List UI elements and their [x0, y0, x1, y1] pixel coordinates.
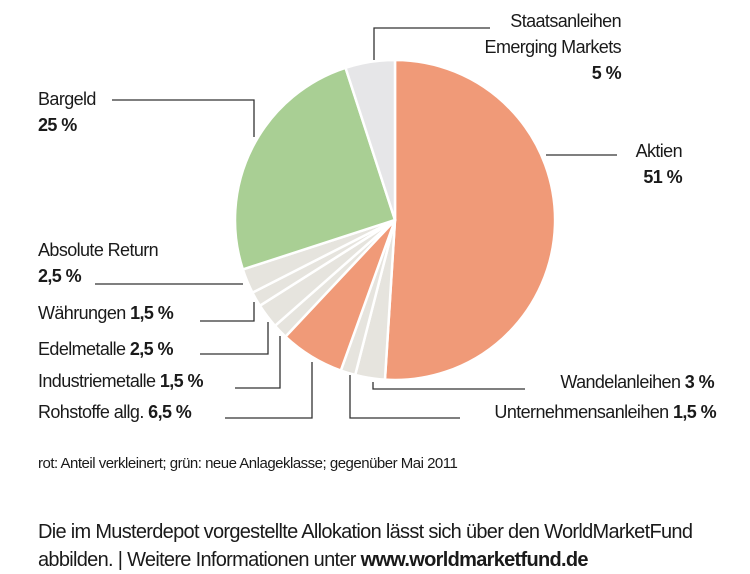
value-bargeld: 25 % — [38, 115, 77, 135]
label-unternehmensanleihen-name: Unternehmensanleihen — [494, 402, 669, 422]
label-waehrungen-name: Währungen — [38, 303, 126, 323]
label-absolute-return: Absolute Return 2,5 % — [38, 237, 159, 289]
chart-note: rot: Anteil verkleinert; grün: neue Anla… — [38, 455, 458, 472]
leader-line-industriemetalle — [235, 336, 281, 389]
label-bargeld: Bargeld 25 % — [38, 86, 96, 138]
pie-slice-staatsanleihen-emerging-markets — [344, 58, 397, 222]
leader-line-wandelanleihen — [372, 382, 525, 390]
leader-line-bargeld — [112, 99, 255, 137]
leader-line-waehrungen — [200, 302, 255, 322]
value-industriemetalle: 1,5 % — [159, 371, 204, 391]
pie-slice-bargeld — [233, 66, 397, 271]
value-rohstoffe: 6,5 % — [148, 402, 192, 422]
footer-line1: Die im Musterdepot vorgestellte Allokati… — [38, 521, 693, 543]
label-staatsanleihen-line2: Emerging Markets — [484, 37, 622, 57]
footer-text: Die im Musterdepot vorgestellte Allokati… — [38, 518, 738, 574]
value-unternehmensanleihen: 1,5 % — [672, 402, 717, 422]
leader-line-edelmetalle — [200, 322, 269, 355]
label-absolute-return-name: Absolute Return — [38, 240, 159, 260]
value-edelmetalle: 2,5 % — [129, 339, 174, 359]
label-staatsanleihen: Staatsanleihen Emerging Markets 5 % — [484, 8, 622, 86]
label-bargeld-name: Bargeld — [38, 89, 96, 109]
leader-line-staatsanleihen — [373, 27, 490, 60]
label-aktien: Aktien 51 % — [635, 138, 683, 190]
label-industriemetalle-name: Industriemetalle — [38, 371, 156, 391]
label-staatsanleihen-line1: Staatsanleihen — [510, 11, 621, 31]
label-edelmetalle: Edelmetalle 2,5 % — [38, 336, 173, 362]
value-absolute-return: 2,5 % — [38, 266, 82, 286]
label-waehrungen: Währungen 1,5 % — [38, 300, 174, 326]
value-aktien: 51 % — [643, 167, 682, 187]
label-wandelanleihen: Wandelanleihen 3 % — [560, 369, 714, 395]
pie-slice-aktien — [383, 58, 557, 382]
value-waehrungen: 1,5 % — [130, 303, 174, 323]
footer-line2: abbilden. | Weitere Informationen unter — [38, 549, 361, 571]
label-unternehmensanleihen: Unternehmensanleihen 1,5 % — [494, 399, 716, 425]
pie-chart — [95, 27, 617, 419]
footer-link[interactable]: www.worldmarketfund.de — [360, 549, 589, 571]
label-wandelanleihen-name: Wandelanleihen — [560, 372, 681, 392]
leader-line-unternehmensanleihen — [349, 375, 460, 419]
label-edelmetalle-name: Edelmetalle — [38, 339, 126, 359]
value-staatsanleihen: 5 % — [591, 63, 622, 83]
label-rohstoffe: Rohstoffe allg. 6,5 % — [38, 399, 192, 425]
label-industriemetalle: Industriemetalle 1,5 % — [38, 368, 204, 394]
value-wandelanleihen: 3 % — [684, 372, 715, 392]
label-aktien-name: Aktien — [635, 141, 683, 161]
leader-line-rohstoffe — [225, 362, 313, 419]
label-rohstoffe-name: Rohstoffe allg. — [38, 402, 144, 422]
